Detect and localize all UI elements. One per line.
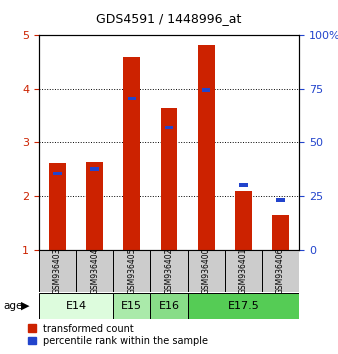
Text: ▶: ▶ (21, 301, 29, 311)
Text: GSM936403: GSM936403 (53, 248, 62, 295)
Text: GSM936402: GSM936402 (165, 248, 173, 295)
Text: age: age (3, 301, 23, 311)
Text: GDS4591 / 1448996_at: GDS4591 / 1448996_at (96, 12, 242, 25)
Text: GSM936406: GSM936406 (276, 248, 285, 295)
Bar (262, 250, 299, 292)
Bar (198, 45, 215, 250)
Bar (91, 167, 99, 171)
Bar (272, 215, 289, 250)
Bar (165, 126, 173, 129)
Text: GSM936404: GSM936404 (90, 248, 99, 295)
Bar (53, 172, 62, 176)
Bar (128, 97, 136, 101)
Bar (202, 88, 210, 92)
Text: E17.5: E17.5 (227, 301, 259, 311)
Bar (225, 250, 262, 292)
Bar (76, 250, 113, 292)
Bar (113, 250, 150, 292)
Legend: transformed count, percentile rank within the sample: transformed count, percentile rank withi… (28, 324, 209, 346)
Bar (188, 250, 225, 292)
Bar (235, 191, 252, 250)
Bar (123, 57, 140, 250)
Bar (39, 250, 76, 292)
Bar (86, 162, 103, 250)
Bar (150, 250, 188, 292)
Text: GSM936401: GSM936401 (239, 248, 248, 295)
Bar (188, 293, 299, 319)
Bar (276, 199, 285, 202)
Bar (161, 108, 177, 250)
Text: E16: E16 (159, 301, 179, 311)
Text: GSM936400: GSM936400 (202, 248, 211, 295)
Text: GSM936405: GSM936405 (127, 248, 136, 295)
Bar (49, 163, 66, 250)
Text: E15: E15 (121, 301, 142, 311)
Bar (150, 293, 188, 319)
Bar (113, 293, 150, 319)
Text: E14: E14 (66, 301, 87, 311)
Bar (39, 293, 113, 319)
Bar (239, 183, 247, 187)
